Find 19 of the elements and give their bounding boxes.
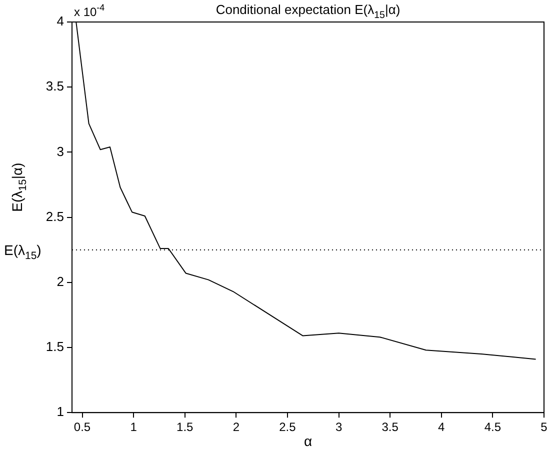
y-tick-label: 3.5: [46, 78, 64, 94]
x-tick-label: 4.5: [484, 420, 502, 434]
y-tick-label: 2.5: [46, 208, 64, 224]
y-tick-label: 2: [56, 274, 64, 289]
x-axis-title: α: [304, 433, 312, 449]
x-tick-label: 3.5: [382, 420, 399, 434]
x-tick-label: 1: [130, 420, 138, 434]
y-tick-label: 1: [56, 404, 64, 420]
x-tick-label: 4: [438, 420, 446, 434]
y-axis-title: E(λ15|α): [9, 162, 30, 212]
x-tick-label: 2.5: [279, 420, 296, 434]
x-tick-label: 0.5: [74, 420, 91, 434]
y-tick-label: 1.5: [46, 339, 64, 354]
y-tick-label: 3: [56, 144, 64, 159]
x-tick-label: 2: [232, 420, 240, 434]
x-tick-label: 3: [335, 420, 342, 434]
y-tick-label: 4: [56, 14, 64, 29]
x-tick-label: 5: [540, 420, 548, 434]
x-tick-label: 1.5: [176, 420, 194, 434]
